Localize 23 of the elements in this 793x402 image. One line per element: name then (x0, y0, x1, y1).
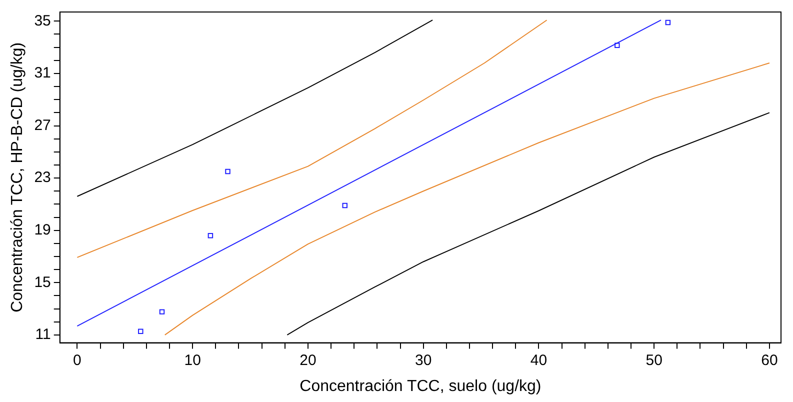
point (665, 20, 671, 26)
point (159, 309, 165, 314)
point (225, 168, 230, 174)
point (614, 42, 620, 48)
y-tick-label: 23 (34, 169, 51, 186)
y-tick-label: 19 (34, 221, 51, 238)
y-tick-label: 27 (34, 116, 51, 134)
x-tick-label: 60 (761, 352, 778, 369)
x-tick-label: 30 (414, 352, 432, 369)
x-tick-label: 20 (300, 352, 316, 369)
x-axis-title: Concentración TCC, suelo (ug/kg) (300, 378, 542, 395)
x-tick-label: 0 (73, 352, 82, 369)
y-tick-label: 15 (34, 274, 51, 291)
y-axis-title: Concentración TCC, HP-B-CD (ug/kg) (9, 42, 26, 312)
point (138, 328, 144, 334)
x-tick-label: 10 (184, 352, 201, 369)
point (342, 202, 348, 208)
x-tick-label: 40 (530, 352, 548, 369)
y-tick-label: 11 (35, 326, 51, 344)
x-tick-label: 50 (646, 352, 662, 369)
point (208, 232, 214, 238)
y-tick-label: 31 (34, 64, 51, 82)
y-tick-label: 35 (34, 12, 51, 30)
